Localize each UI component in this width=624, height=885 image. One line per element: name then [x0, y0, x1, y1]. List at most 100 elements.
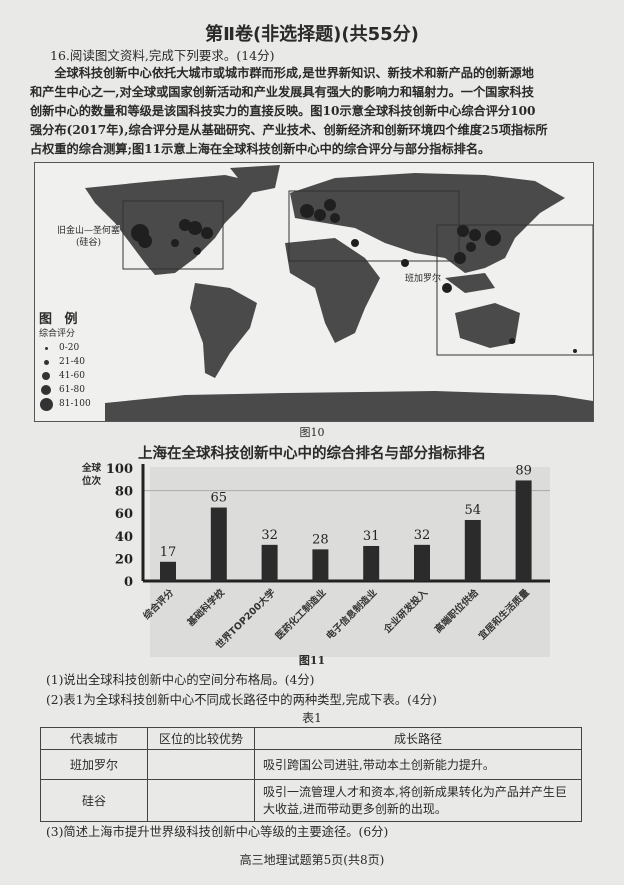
paragraph-line: 占权重的综合测算;图11示意上海在全球科技创新中心中的综合评分与部分指标排名。	[30, 142, 491, 156]
legend-title: 图 例	[39, 312, 82, 327]
bangalore-label: 班加罗尔	[405, 274, 442, 284]
table-cell: 吸引跨国公司进驻,带动本土创新能力提升。	[254, 749, 582, 780]
bar-value-label: 32	[414, 528, 431, 543]
world-map-graphic	[85, 165, 594, 421]
question-3: (3)简述上海市提升世界级科技创新中心等级的主要途径。(6分)	[46, 825, 389, 839]
table-cell-blank[interactable]	[147, 779, 255, 822]
center-dot	[138, 234, 152, 248]
question-2: (2)表1为全球科技创新中心不同成长路径中的两种类型,完成下表。(4分)	[46, 693, 437, 707]
y-tick-label: 60	[115, 507, 133, 522]
question-1: (1)说出全球科技创新中心的空间分布格局。(4分)	[46, 673, 315, 687]
center-dot	[193, 247, 201, 255]
center-dot	[201, 227, 213, 239]
bar-value-label: 65	[211, 491, 228, 506]
y-tick-label: 100	[106, 462, 133, 477]
australia	[455, 303, 520, 348]
legend-dot-icon	[39, 397, 53, 411]
world-map: 旧金山—圣何塞 (硅谷) 班加罗尔 图 例 综合评分 0-20 21-40 41…	[34, 162, 594, 422]
south-america	[190, 283, 257, 378]
center-dot	[457, 225, 469, 237]
bar	[261, 544, 278, 581]
bar-value-label: 28	[312, 532, 329, 547]
bar	[312, 549, 329, 581]
center-dot	[351, 239, 359, 247]
silicon-valley-label: 旧金山—圣何塞	[57, 226, 121, 236]
legend-dot-icon	[41, 385, 51, 395]
table-cell: 硅谷	[40, 779, 148, 822]
legend-dot-icon	[43, 359, 49, 365]
question-16-paragraph: 全球科技创新中心依托大城市或城市群而形成,是世界新知识、新技术和新产品的创新源地…	[30, 64, 602, 159]
center-dot	[454, 252, 466, 264]
table-header: 成长路径	[254, 727, 582, 750]
page-footer: 高三地理试题第5页(共8页)	[239, 853, 385, 867]
table-row: 班加罗尔 吸引跨国公司进驻,带动本土创新能力提升。	[40, 749, 582, 780]
y-tick-label: 40	[115, 530, 133, 545]
table-1: 代表城市 区位的比较优势 成长路径 班加罗尔 吸引跨国公司进驻,带动本土创新能力…	[40, 727, 582, 822]
y-tick-label: 80	[115, 485, 133, 500]
center-dot	[442, 283, 452, 293]
center-dot	[188, 221, 202, 235]
table-cell: 吸引一流管理人才和资本,将创新成果转化为产品并产生巨大收益,进而带动更多创新的出…	[254, 779, 582, 822]
legend-item: 61-80	[59, 385, 85, 395]
center-dot	[401, 259, 409, 267]
table-cell: 班加罗尔	[40, 749, 148, 780]
chart-caption: 图11	[298, 654, 326, 667]
paragraph-line: 和产生中心之一,对全球或国家创新活动和产业发展具有强大的影响力和辐射力。一个国家…	[30, 85, 534, 99]
eurasia	[290, 173, 565, 273]
north-america	[85, 175, 260, 275]
legend-item: 81-100	[59, 399, 91, 409]
paragraph-line: 全球科技创新中心依托大城市或城市群而形成,是世界新知识、新技术和新产品的创新源地	[30, 66, 534, 80]
legend-item: 0-20	[59, 343, 80, 353]
center-dot	[171, 239, 179, 247]
bar-value-label: 31	[363, 529, 380, 544]
legend-dot-icon	[42, 372, 50, 380]
legend-item: 21-40	[59, 357, 85, 367]
bar	[464, 519, 481, 581]
paragraph-line: 创新中心的数量和等级是该国科技实力的直接反映。图10示意全球科技创新中心综合评分…	[30, 104, 536, 118]
y-axis-label: 全球位次	[82, 463, 102, 487]
bar	[210, 507, 227, 581]
bar-chart: 02040608010017综合评分65基础科学校32世界TOP200大学28医…	[106, 462, 550, 657]
bar-value-label: 54	[465, 503, 482, 518]
table-cell-blank[interactable]	[147, 749, 255, 780]
bar-value-label: 17	[160, 545, 177, 560]
legend-subtitle: 综合评分	[39, 329, 76, 339]
antarctica	[105, 391, 593, 421]
table-header-row: 代表城市 区位的比较优势 成长路径	[40, 727, 582, 750]
y-tick-label: 20	[115, 552, 133, 567]
bar-value-label: 89	[515, 463, 532, 478]
center-dot	[314, 209, 326, 221]
question-16-heading: 16.阅读图文资料,完成下列要求。(14分)	[50, 48, 275, 63]
bar	[515, 480, 532, 581]
bar-value-label: 32	[261, 528, 278, 543]
center-dot	[573, 349, 577, 353]
africa	[285, 238, 380, 343]
center-dot	[509, 338, 515, 344]
map-legend: 图 例 综合评分 0-20 21-40 41-60 61-80 81-100	[39, 313, 91, 411]
region-box-europe	[288, 190, 460, 262]
greenland	[230, 165, 280, 193]
center-dot	[469, 229, 481, 241]
center-dot	[300, 204, 314, 218]
center-dot	[324, 199, 336, 211]
bar	[160, 561, 176, 581]
silicon-valley-sublabel: (硅谷)	[75, 238, 102, 248]
map-caption: 图10	[299, 426, 325, 439]
indonesia	[445, 273, 495, 293]
table-header: 代表城市	[40, 727, 148, 750]
center-dot	[466, 242, 476, 252]
section-title: 第Ⅱ卷(非选择题)(共55分)	[205, 24, 419, 45]
y-tick-label: 0	[124, 575, 133, 590]
table-header: 区位的比较优势	[147, 727, 255, 750]
chart-title: 上海在全球科技创新中心中的综合排名与部分指标排名	[138, 446, 486, 462]
region-box-north-america	[122, 200, 224, 270]
center-dot	[485, 230, 501, 246]
bar	[414, 544, 430, 581]
bar	[363, 545, 380, 581]
paragraph-line: 强分布(2017年),综合评分是从基础研究、产业技术、创新经济和创新环境四个维度…	[30, 123, 548, 137]
legend-item: 41-60	[59, 371, 85, 381]
center-dot	[330, 213, 340, 223]
table-row: 硅谷 吸引一流管理人才和资本,将创新成果转化为产品并产生巨大收益,进而带动更多创…	[40, 779, 582, 822]
legend-dot-icon	[44, 346, 48, 350]
table-caption: 表1	[302, 711, 322, 725]
